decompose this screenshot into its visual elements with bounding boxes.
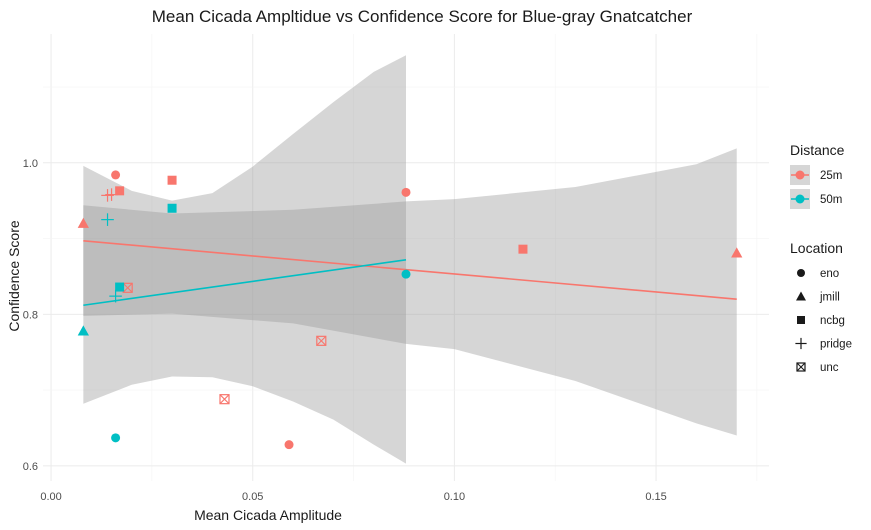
confidence-ribbon-25m [83, 148, 737, 436]
y-axis-label: Confidence Score [6, 220, 22, 332]
y-axis-ticks: 0.6 0.8 1.0 [23, 158, 38, 473]
marker-square [167, 203, 177, 213]
grid [43, 34, 769, 481]
marker-triangle [796, 291, 806, 301]
x-tick-label: 0.05 [242, 491, 263, 503]
marker-box [796, 362, 806, 372]
y-tick-label: 0.6 [23, 461, 38, 473]
legend-label-eno: eno [820, 268, 839, 280]
point-25m-pridge [105, 188, 118, 201]
fit-lines [83, 240, 737, 307]
point-25m-ncbg [115, 186, 125, 196]
y-tick-label: 1.0 [23, 158, 38, 170]
point-25m-jmill [77, 217, 89, 228]
x-axis-label: Mean Cicada Amplitude [194, 507, 342, 523]
point-25m-ncbg [167, 175, 177, 185]
legend-key-pridge [795, 337, 807, 350]
legend-key-unc [796, 362, 806, 372]
marker-triangle [77, 217, 89, 228]
legend-label-50m: 50m [820, 194, 842, 206]
marker-circle [401, 269, 411, 279]
legend: Distance 25m 50m Location eno jmill ncbg pridge… [790, 142, 852, 374]
marker-square [115, 282, 125, 292]
legend-label-ncbg: ncbg [820, 315, 845, 327]
marker-x-b [316, 335, 327, 346]
fit-line-25m [83, 240, 737, 300]
point-25m-ncbg [518, 244, 528, 254]
marker-circle [111, 170, 121, 180]
point-50m-pridge [101, 213, 114, 226]
point-50m-eno [401, 269, 411, 279]
marker-box [316, 335, 327, 346]
legend-key-ncbg [797, 316, 805, 324]
marker-triangle [731, 247, 743, 258]
legend-label-unc: unc [820, 362, 839, 374]
point-50m-ncbg [115, 282, 125, 292]
chart-title: Mean Cicada Ampltidue vs Confidence Scor… [152, 7, 693, 26]
marker-square [518, 244, 528, 254]
legend-key-point [795, 194, 805, 204]
data-points [77, 170, 743, 450]
marker-circle [401, 187, 411, 197]
point-25m-eno [284, 440, 294, 450]
confidence-ribbons [83, 55, 737, 464]
marker-x-b [219, 394, 230, 405]
marker-circle [284, 440, 294, 450]
x-axis-ticks: 0.00 0.05 0.10 0.15 [40, 491, 666, 503]
marker-square [115, 186, 125, 196]
point-25m-unc [219, 394, 230, 405]
marker-square [167, 175, 177, 185]
point-25m-eno [111, 170, 121, 180]
legend-key-eno [797, 269, 805, 277]
marker-triangle [77, 325, 89, 336]
point-50m-jmill [77, 325, 89, 336]
marker-circle [111, 433, 121, 443]
legend-title-location: Location [790, 240, 843, 256]
marker-x-b [796, 362, 806, 372]
point-50m-ncbg [167, 203, 177, 213]
legend-title-distance: Distance [790, 142, 845, 158]
confidence-ribbon-50m [83, 55, 406, 464]
marker-circle [797, 269, 805, 277]
legend-key-point [795, 170, 805, 180]
legend-label-25m: 25m [820, 170, 842, 182]
legend-label-pridge: pridge [820, 339, 852, 351]
marker-box [219, 394, 230, 405]
point-50m-pridge [109, 289, 122, 303]
point-25m-jmill [731, 247, 743, 258]
x-tick-label: 0.15 [645, 491, 666, 503]
marker-x-b [122, 282, 133, 293]
point-25m-eno [401, 187, 411, 197]
fit-line-50m [83, 258, 407, 307]
y-tick-label: 0.8 [23, 309, 38, 321]
point-50m-eno [111, 433, 121, 443]
legend-key-jmill [796, 291, 806, 301]
x-tick-label: 0.10 [444, 491, 465, 503]
x-tick-label: 0.00 [40, 491, 61, 503]
marker-square [797, 316, 805, 324]
point-25m-unc [316, 335, 327, 346]
legend-label-jmill: jmill [819, 292, 840, 304]
